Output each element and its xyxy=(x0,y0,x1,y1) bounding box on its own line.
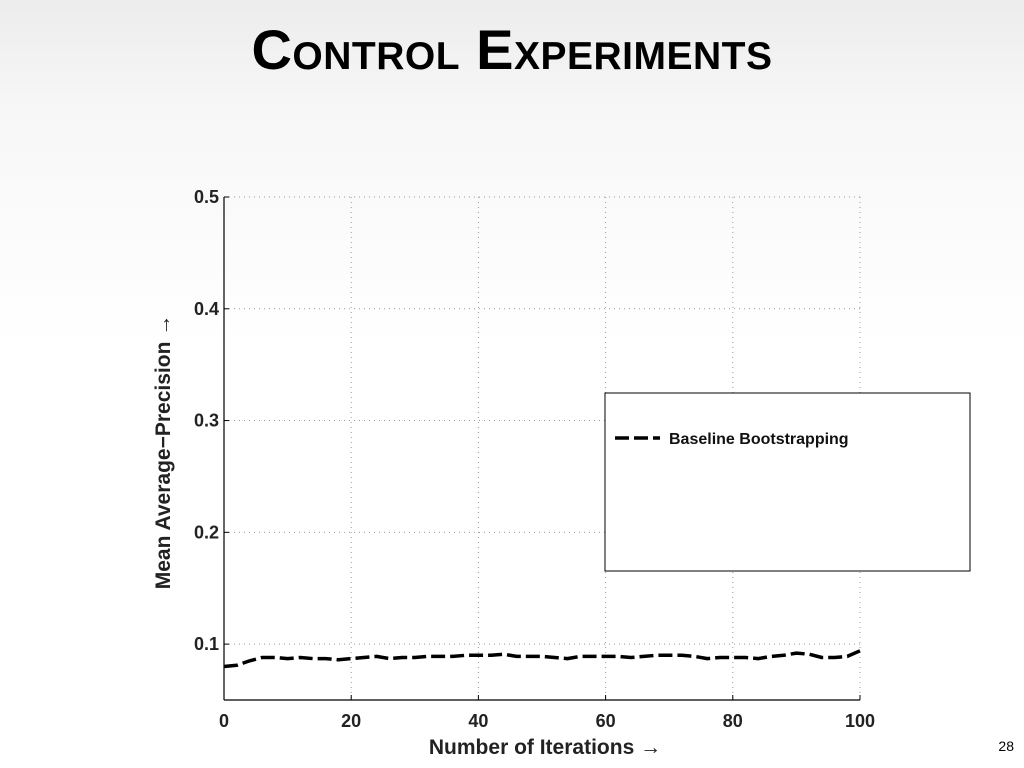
y-tick-label: 0.4 xyxy=(194,299,219,319)
legend-label: Baseline Bootstrapping xyxy=(669,431,849,448)
y-tick-label: 0.5 xyxy=(194,187,219,207)
legend: Baseline Bootstrapping xyxy=(604,392,971,572)
slide-title: Control Experiments xyxy=(251,18,773,81)
y-tick-label: 0.2 xyxy=(194,522,219,542)
tick-labels: 0 20 40 60 80 100 0.1 0.2 0.3 0.4 0.5 xyxy=(194,187,875,731)
x-axis-label: Number of Iterations → xyxy=(429,736,661,759)
page-number: 28 xyxy=(998,738,1014,754)
x-tick-label: 20 xyxy=(341,711,361,731)
y-tick-label: 0.1 xyxy=(194,634,219,654)
x-tick-label: 80 xyxy=(723,711,743,731)
legend-box xyxy=(604,392,971,572)
series-line-baseline-bootstrapping xyxy=(223,649,861,669)
x-tick-label: 40 xyxy=(468,711,488,731)
y-axis-label: Mean Average−Precision → xyxy=(152,315,175,589)
x-tick-label: 60 xyxy=(596,711,616,731)
axes xyxy=(223,196,861,701)
x-tick-label: 0 xyxy=(219,711,229,731)
series-layer xyxy=(223,649,861,669)
y-tick-label: 0.3 xyxy=(194,411,219,431)
x-tick-label: 100 xyxy=(845,711,875,731)
